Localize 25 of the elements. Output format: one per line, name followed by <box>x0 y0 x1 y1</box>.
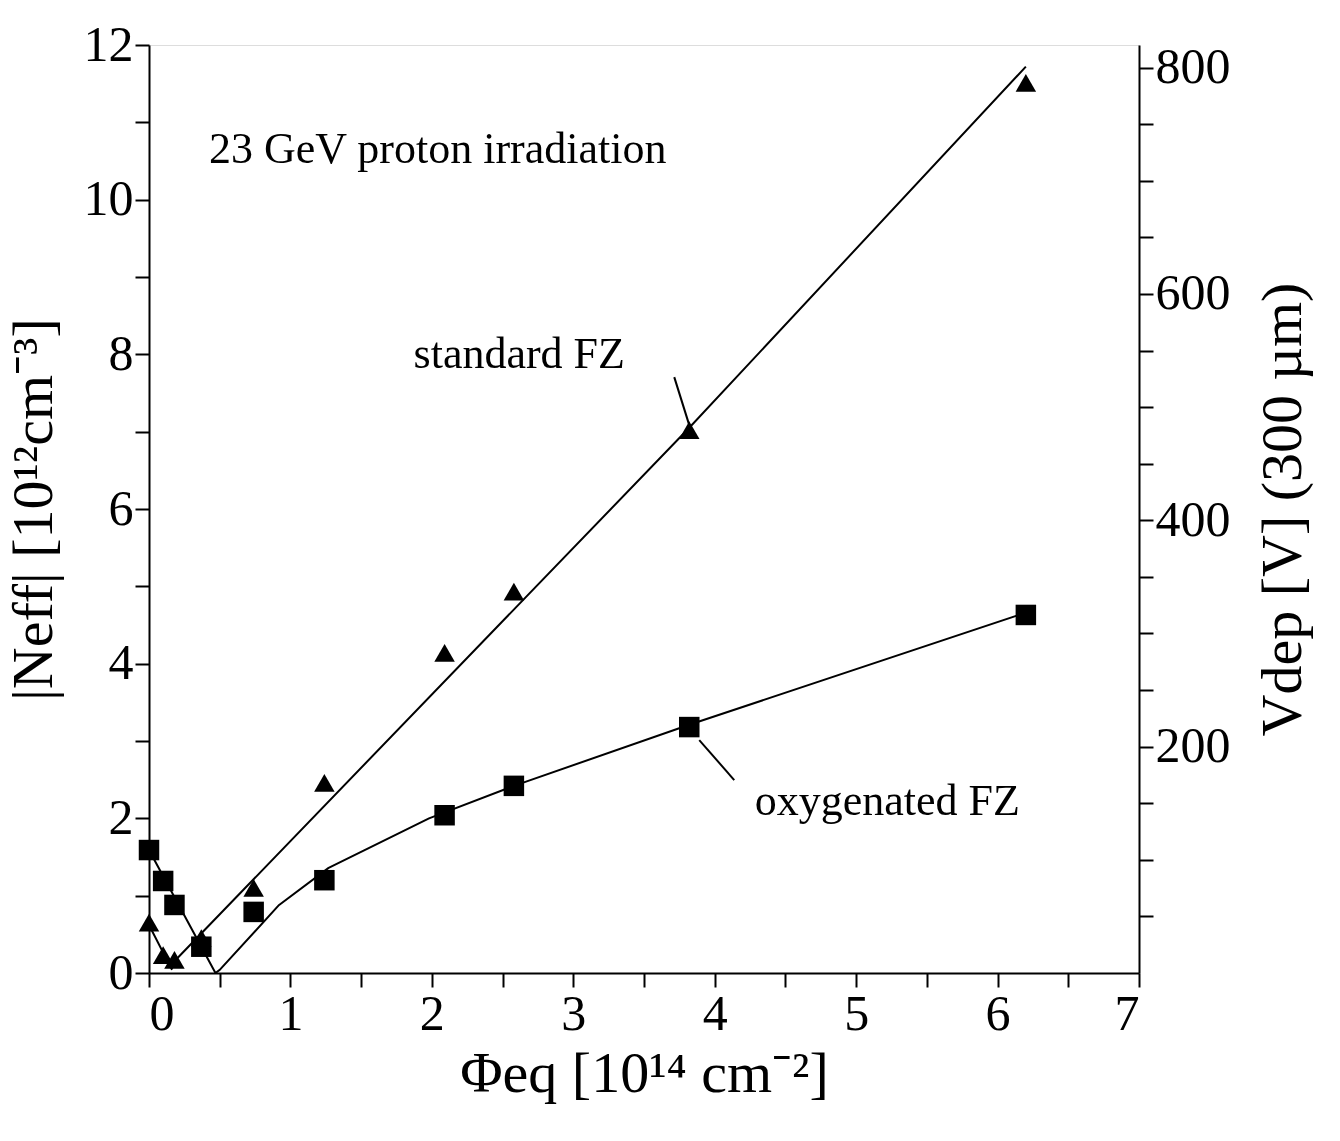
y-tick-label: 6 <box>108 479 134 536</box>
y-tick-label: 12 <box>83 15 134 72</box>
x-tick-label: 2 <box>419 984 445 1041</box>
x-tick-label: 7 <box>1114 984 1140 1041</box>
x-tick-label: 1 <box>278 984 304 1041</box>
y-tick-label: 10 <box>83 170 134 227</box>
y2-tick-label: 400 <box>1155 490 1231 547</box>
x-tick-label: 6 <box>985 984 1011 1041</box>
x-tick-label: 5 <box>844 984 870 1041</box>
y-tick-label: 2 <box>108 788 134 845</box>
y2-tick-label: 800 <box>1155 38 1231 95</box>
x-tick-label: 0 <box>149 984 175 1041</box>
y2-axis-title: Vdep [V] (300 µm) <box>1248 282 1314 737</box>
x-tick-label: 3 <box>561 984 587 1041</box>
y-tick-label: 4 <box>108 634 134 691</box>
y-tick-label: 0 <box>108 943 134 1000</box>
x-axis-title: Φeq [10¹⁴ cm⁻²] <box>460 1039 829 1105</box>
y-axis-title: |Neff| [10¹²cm⁻³] <box>0 318 65 701</box>
annotation: oxygenated FZ <box>754 776 1020 826</box>
y2-tick-label: 200 <box>1155 717 1231 774</box>
y-tick-label: 8 <box>108 324 134 381</box>
annotation: 23 GeV proton irradiation <box>209 124 667 173</box>
x-tick-label: 4 <box>702 984 728 1041</box>
annotation: standard FZ <box>413 329 625 379</box>
y2-tick-label: 600 <box>1155 264 1231 321</box>
